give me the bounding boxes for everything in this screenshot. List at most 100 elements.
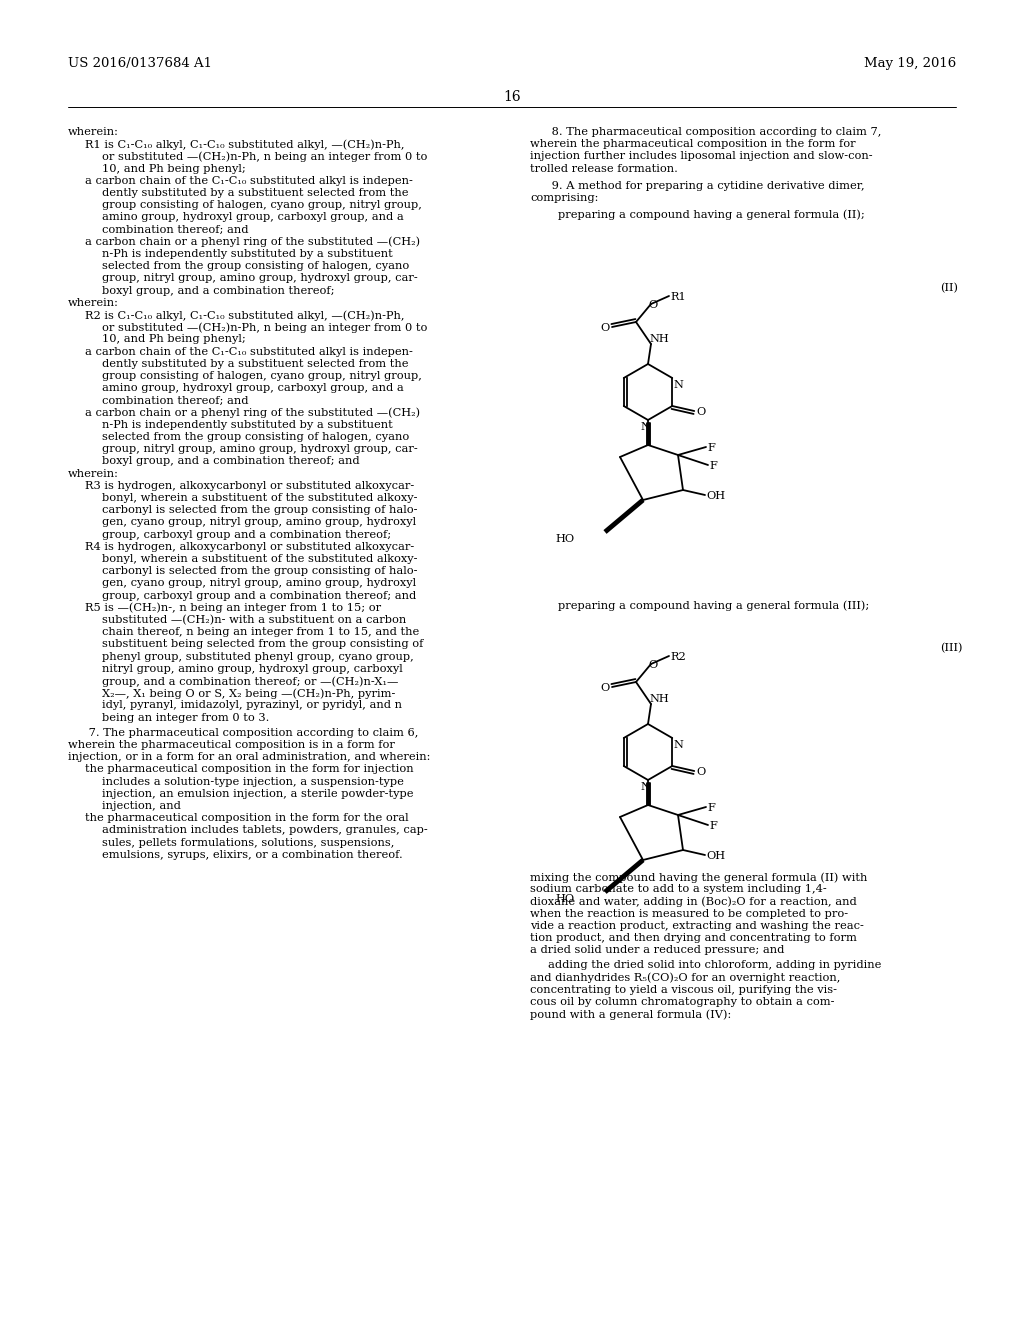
Text: dently substituted by a substituent selected from the: dently substituted by a substituent sele… (102, 187, 409, 198)
Text: or substituted —(CH₂)n-Ph, n being an integer from 0 to: or substituted —(CH₂)n-Ph, n being an in… (102, 152, 427, 162)
Text: X₂—, X₁ being O or S, X₂ being —(CH₂)n-Ph, pyrim-: X₂—, X₁ being O or S, X₂ being —(CH₂)n-P… (102, 688, 395, 698)
Text: wherein:: wherein: (68, 469, 119, 479)
Text: a carbon chain or a phenyl ring of the substituted —(CH₂): a carbon chain or a phenyl ring of the s… (85, 408, 420, 418)
Text: dioxane and water, adding in (Boc)₂O for a reaction, and: dioxane and water, adding in (Boc)₂O for… (530, 896, 857, 907)
Text: combination thereof; and: combination thereof; and (102, 396, 249, 405)
Text: 16: 16 (503, 90, 521, 104)
Text: the pharmaceutical composition in the form for injection: the pharmaceutical composition in the fo… (85, 764, 414, 775)
Text: wherein the pharmaceutical composition is in a form for: wherein the pharmaceutical composition i… (68, 741, 395, 750)
Text: a carbon chain of the C₁-C₁₀ substituted alkyl is indepen-: a carbon chain of the C₁-C₁₀ substituted… (85, 176, 413, 186)
Text: comprising:: comprising: (530, 193, 598, 203)
Text: HO: HO (556, 535, 575, 544)
Text: mixing the compound having the general formula (II) with: mixing the compound having the general f… (530, 873, 867, 883)
Text: vide a reaction product, extracting and washing the reac-: vide a reaction product, extracting and … (530, 921, 864, 931)
Text: amino group, hydroxyl group, carboxyl group, and a: amino group, hydroxyl group, carboxyl gr… (102, 383, 403, 393)
Text: gen, cyano group, nitryl group, amino group, hydroxyl: gen, cyano group, nitryl group, amino gr… (102, 517, 416, 528)
Text: chain thereof, n being an integer from 1 to 15, and the: chain thereof, n being an integer from 1… (102, 627, 419, 638)
Text: 9. A method for preparing a cytidine derivative dimer,: 9. A method for preparing a cytidine der… (548, 181, 864, 191)
Text: selected from the group consisting of halogen, cyano: selected from the group consisting of ha… (102, 432, 410, 442)
Text: dently substituted by a substituent selected from the: dently substituted by a substituent sele… (102, 359, 409, 368)
Text: concentrating to yield a viscous oil, purifying the vis-: concentrating to yield a viscous oil, pu… (530, 985, 837, 995)
Text: group, and a combination thereof; or —(CH₂)n-X₁—: group, and a combination thereof; or —(C… (102, 676, 398, 686)
Text: N: N (640, 781, 650, 792)
Text: bonyl, wherein a substituent of the substituted alkoxy-: bonyl, wherein a substituent of the subs… (102, 492, 418, 503)
Text: n-Ph is independently substituted by a substituent: n-Ph is independently substituted by a s… (102, 420, 393, 430)
Text: a carbon chain of the C₁-C₁₀ substituted alkyl is indepen-: a carbon chain of the C₁-C₁₀ substituted… (85, 347, 413, 356)
Text: 10, and Ph being phenyl;: 10, and Ph being phenyl; (102, 334, 246, 345)
Text: carbonyl is selected from the group consisting of halo-: carbonyl is selected from the group cons… (102, 566, 418, 577)
Text: cous oil by column chromatography to obtain a com-: cous oil by column chromatography to obt… (530, 997, 835, 1007)
Text: injection, an emulsion injection, a sterile powder-type: injection, an emulsion injection, a ster… (102, 789, 414, 799)
Text: F: F (707, 444, 715, 453)
Text: a carbon chain or a phenyl ring of the substituted —(CH₂): a carbon chain or a phenyl ring of the s… (85, 236, 420, 247)
Text: tion product, and then drying and concentrating to form: tion product, and then drying and concen… (530, 933, 857, 942)
Text: sodium carbonate to add to a system including 1,4-: sodium carbonate to add to a system incl… (530, 884, 826, 894)
Text: injection, or in a form for an oral administration, and wherein:: injection, or in a form for an oral admi… (68, 752, 430, 762)
Text: trolled release formation.: trolled release formation. (530, 164, 678, 174)
Text: pound with a general formula (IV):: pound with a general formula (IV): (530, 1010, 731, 1020)
Text: sules, pellets formulations, solutions, suspensions,: sules, pellets formulations, solutions, … (102, 838, 394, 847)
Text: (III): (III) (940, 643, 963, 653)
Text: wherein:: wherein: (68, 298, 119, 308)
Text: HO: HO (556, 894, 575, 904)
Text: wherein the pharmaceutical composition in the form for: wherein the pharmaceutical composition i… (530, 139, 856, 149)
Text: boxyl group, and a combination thereof; and: boxyl group, and a combination thereof; … (102, 457, 359, 466)
Text: group, carboxyl group and a combination thereof; and: group, carboxyl group and a combination … (102, 590, 416, 601)
Text: includes a solution-type injection, a suspension-type: includes a solution-type injection, a su… (102, 776, 403, 787)
Text: O: O (648, 660, 657, 671)
Text: N: N (640, 422, 650, 432)
Text: O: O (600, 682, 609, 693)
Text: substituted —(CH₂)n- with a substituent on a carbon: substituted —(CH₂)n- with a substituent … (102, 615, 407, 626)
Text: O: O (600, 323, 609, 333)
Text: 10, and Ph being phenyl;: 10, and Ph being phenyl; (102, 164, 246, 174)
Text: R5 is —(CH₂)n-, n being an integer from 1 to 15; or: R5 is —(CH₂)n-, n being an integer from … (85, 603, 381, 614)
Text: group consisting of halogen, cyano group, nitryl group,: group consisting of halogen, cyano group… (102, 371, 422, 381)
Text: N: N (673, 380, 683, 389)
Text: carbonyl is selected from the group consisting of halo-: carbonyl is selected from the group cons… (102, 506, 418, 515)
Text: a dried solid under a reduced pressure; and: a dried solid under a reduced pressure; … (530, 945, 784, 956)
Text: R4 is hydrogen, alkoxycarbonyl or substituted alkoxycar-: R4 is hydrogen, alkoxycarbonyl or substi… (85, 541, 415, 552)
Text: OH: OH (706, 491, 725, 502)
Text: nitryl group, amino group, hydroxyl group, carboxyl: nitryl group, amino group, hydroxyl grou… (102, 664, 402, 673)
Text: administration includes tablets, powders, granules, cap-: administration includes tablets, powders… (102, 825, 428, 836)
Text: F: F (709, 461, 717, 471)
Text: May 19, 2016: May 19, 2016 (864, 57, 956, 70)
Text: amino group, hydroxyl group, carboxyl group, and a: amino group, hydroxyl group, carboxyl gr… (102, 213, 403, 222)
Text: NH: NH (649, 334, 669, 345)
Text: preparing a compound having a general formula (III);: preparing a compound having a general fo… (558, 601, 869, 611)
Text: emulsions, syrups, elixirs, or a combination thereof.: emulsions, syrups, elixirs, or a combina… (102, 850, 402, 859)
Text: phenyl group, substituted phenyl group, cyano group,: phenyl group, substituted phenyl group, … (102, 652, 414, 661)
Text: R1: R1 (670, 292, 686, 302)
Text: substituent being selected from the group consisting of: substituent being selected from the grou… (102, 639, 423, 649)
Text: combination thereof; and: combination thereof; and (102, 224, 249, 235)
Text: R2 is C₁-C₁₀ alkyl, C₁-C₁₀ substituted alkyl, —(CH₂)n-Ph,: R2 is C₁-C₁₀ alkyl, C₁-C₁₀ substituted a… (85, 310, 404, 321)
Text: being an integer from 0 to 3.: being an integer from 0 to 3. (102, 713, 269, 722)
Text: and dianhydrides R₅(CO)₂O for an overnight reaction,: and dianhydrides R₅(CO)₂O for an overnig… (530, 973, 841, 983)
Text: NH: NH (649, 694, 669, 704)
Text: O: O (648, 300, 657, 310)
Text: O: O (696, 407, 706, 417)
Text: idyl, pyranyl, imidazolyl, pyrazinyl, or pyridyl, and n: idyl, pyranyl, imidazolyl, pyrazinyl, or… (102, 701, 402, 710)
Text: the pharmaceutical composition in the form for the oral: the pharmaceutical composition in the fo… (85, 813, 409, 824)
Text: group consisting of halogen, cyano group, nitryl group,: group consisting of halogen, cyano group… (102, 201, 422, 210)
Text: N: N (673, 741, 683, 750)
Text: 8. The pharmaceutical composition according to claim 7,: 8. The pharmaceutical composition accord… (548, 127, 882, 137)
Text: F: F (709, 821, 717, 832)
Text: group, nitryl group, amino group, hydroxyl group, car-: group, nitryl group, amino group, hydrox… (102, 445, 418, 454)
Text: US 2016/0137684 A1: US 2016/0137684 A1 (68, 57, 212, 70)
Text: group, carboxyl group and a combination thereof;: group, carboxyl group and a combination … (102, 529, 391, 540)
Text: preparing a compound having a general formula (II);: preparing a compound having a general fo… (558, 209, 864, 219)
Text: R1 is C₁-C₁₀ alkyl, C₁-C₁₀ substituted alkyl, —(CH₂)n-Ph,: R1 is C₁-C₁₀ alkyl, C₁-C₁₀ substituted a… (85, 139, 404, 149)
Text: injection further includes liposomal injection and slow-con-: injection further includes liposomal inj… (530, 152, 872, 161)
Text: selected from the group consisting of halogen, cyano: selected from the group consisting of ha… (102, 261, 410, 271)
Text: n-Ph is independently substituted by a substituent: n-Ph is independently substituted by a s… (102, 249, 393, 259)
Text: injection, and: injection, and (102, 801, 181, 810)
Text: group, nitryl group, amino group, hydroxyl group, car-: group, nitryl group, amino group, hydrox… (102, 273, 418, 284)
Text: boxyl group, and a combination thereof;: boxyl group, and a combination thereof; (102, 285, 335, 296)
Text: O: O (696, 767, 706, 777)
Text: when the reaction is measured to be completed to pro-: when the reaction is measured to be comp… (530, 908, 848, 919)
Text: gen, cyano group, nitryl group, amino group, hydroxyl: gen, cyano group, nitryl group, amino gr… (102, 578, 416, 589)
Text: 7. The pharmaceutical composition according to claim 6,: 7. The pharmaceutical composition accord… (85, 727, 419, 738)
Text: R2: R2 (670, 652, 686, 663)
Text: adding the dried solid into chloroform, adding in pyridine: adding the dried solid into chloroform, … (548, 961, 882, 970)
